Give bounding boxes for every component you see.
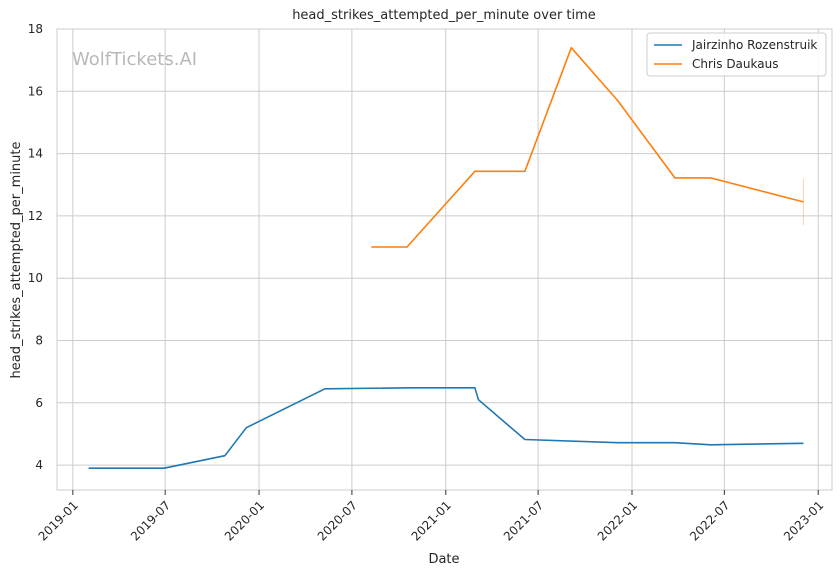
x-axis-label: Date: [428, 552, 459, 567]
y-tick-label: 12: [28, 209, 43, 223]
legend: Jairzinho Rozenstruik Chris Daukaus: [646, 32, 827, 77]
legend-box: [646, 32, 827, 77]
legend-label-jairzinho: Jairzinho Rozenstruik: [691, 38, 817, 52]
chart-title: head_strikes_attempted_per_minute over t…: [292, 8, 596, 23]
y-tick-label: 10: [28, 271, 43, 285]
legend-label-daukaus: Chris Daukaus: [692, 57, 778, 71]
y-tick-label: 14: [28, 147, 43, 161]
series-line-1: [371, 46, 804, 248]
y-tick-label: 4: [35, 458, 43, 472]
y-tick-label: 8: [35, 333, 43, 347]
series-layer: [88, 46, 804, 470]
series-line-0: [88, 386, 804, 470]
y-axis-label: head_strikes_attempted_per_minute: [9, 142, 24, 379]
watermark-text: WolfTickets.AI: [72, 49, 197, 70]
y-axis-ticks: 4 6 8 10 12 14 16 18: [28, 22, 43, 472]
y-tick-label: 16: [28, 84, 43, 98]
y-tick-label: 6: [35, 396, 43, 410]
plot-frame: [56, 28, 833, 491]
y-tick-label: 18: [28, 22, 43, 36]
